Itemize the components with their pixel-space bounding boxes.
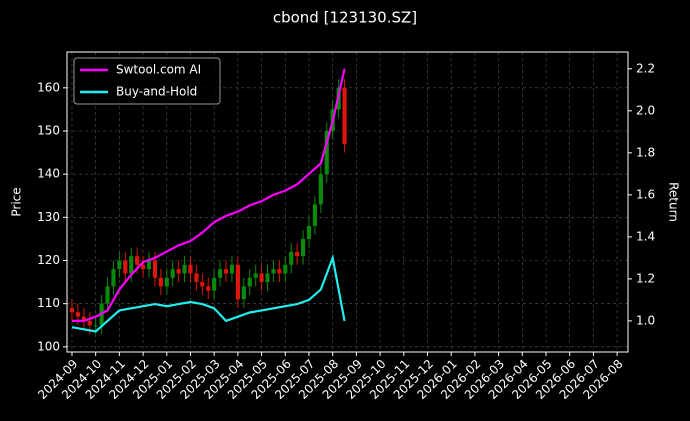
candle-body bbox=[235, 264, 240, 300]
y-tick-label: 120 bbox=[37, 253, 60, 267]
candle-body bbox=[170, 269, 175, 278]
candle-body bbox=[158, 277, 163, 287]
candle-body bbox=[241, 286, 246, 300]
candle-body bbox=[295, 251, 300, 257]
candle-body bbox=[206, 286, 211, 291]
candle-body bbox=[111, 269, 116, 287]
candle-body bbox=[87, 320, 92, 326]
candle-body bbox=[306, 225, 312, 239]
y2-tick-label: 1.2 bbox=[636, 271, 655, 285]
candle-body bbox=[318, 174, 323, 205]
candle-body bbox=[194, 273, 199, 283]
plot-frame bbox=[66, 51, 629, 353]
candle-body bbox=[277, 269, 282, 274]
candle-body bbox=[135, 256, 140, 265]
candle-body bbox=[223, 269, 229, 274]
candle-body bbox=[300, 238, 306, 257]
y-tick-label: 150 bbox=[37, 123, 60, 137]
y2-axis-label: Return bbox=[667, 182, 681, 222]
candle-body bbox=[200, 282, 205, 287]
y2-tick-label: 1.4 bbox=[636, 229, 655, 243]
candle-body bbox=[312, 204, 317, 226]
candle-body bbox=[253, 273, 258, 278]
candle-body bbox=[123, 260, 128, 274]
return-line bbox=[71, 68, 346, 323]
candle-body bbox=[271, 269, 276, 274]
return-line bbox=[71, 253, 346, 333]
candle-body bbox=[129, 256, 134, 274]
candle-body bbox=[229, 264, 235, 274]
candle-body bbox=[218, 269, 223, 278]
candle-body bbox=[212, 277, 217, 291]
chart-title: cbond [123130.SZ] bbox=[273, 9, 417, 27]
y-tick-label: 160 bbox=[37, 80, 60, 94]
y2-tick-label: 2.0 bbox=[636, 103, 655, 117]
candle-body bbox=[265, 273, 270, 283]
y2-tick-label: 1.6 bbox=[636, 187, 655, 201]
candle-body bbox=[283, 264, 288, 274]
y-tick-label: 100 bbox=[37, 339, 60, 353]
candle-body bbox=[247, 277, 252, 287]
y-tick-label: 140 bbox=[37, 167, 60, 181]
y-tick-label: 110 bbox=[37, 296, 60, 310]
candle-body bbox=[152, 260, 158, 278]
y2-tick-label: 1.8 bbox=[636, 145, 655, 159]
candle-body bbox=[75, 312, 80, 317]
candle-body bbox=[81, 316, 86, 321]
candle-body bbox=[117, 260, 122, 270]
candle-body bbox=[182, 264, 187, 274]
legend-label: Buy-and-Hold bbox=[116, 85, 197, 99]
y2-tick-label: 2.2 bbox=[636, 61, 655, 75]
candle-body bbox=[69, 307, 75, 313]
candle-body bbox=[176, 269, 181, 274]
candle-body bbox=[188, 264, 193, 274]
candle-body bbox=[93, 325, 98, 327]
candle-body bbox=[259, 273, 264, 283]
legend-box bbox=[73, 57, 221, 105]
y-axis-label: Price bbox=[10, 187, 24, 216]
candle-body bbox=[289, 251, 294, 265]
candle-body bbox=[164, 277, 169, 287]
y-tick-label: 130 bbox=[37, 210, 60, 224]
candle-body bbox=[105, 286, 110, 304]
candle-body bbox=[146, 260, 152, 270]
y2-tick-label: 1.0 bbox=[636, 313, 655, 327]
candle-body bbox=[324, 130, 329, 175]
candle-body bbox=[141, 264, 146, 270]
legend-label: Swtool.com AI bbox=[116, 63, 201, 77]
candle-body bbox=[342, 87, 347, 144]
